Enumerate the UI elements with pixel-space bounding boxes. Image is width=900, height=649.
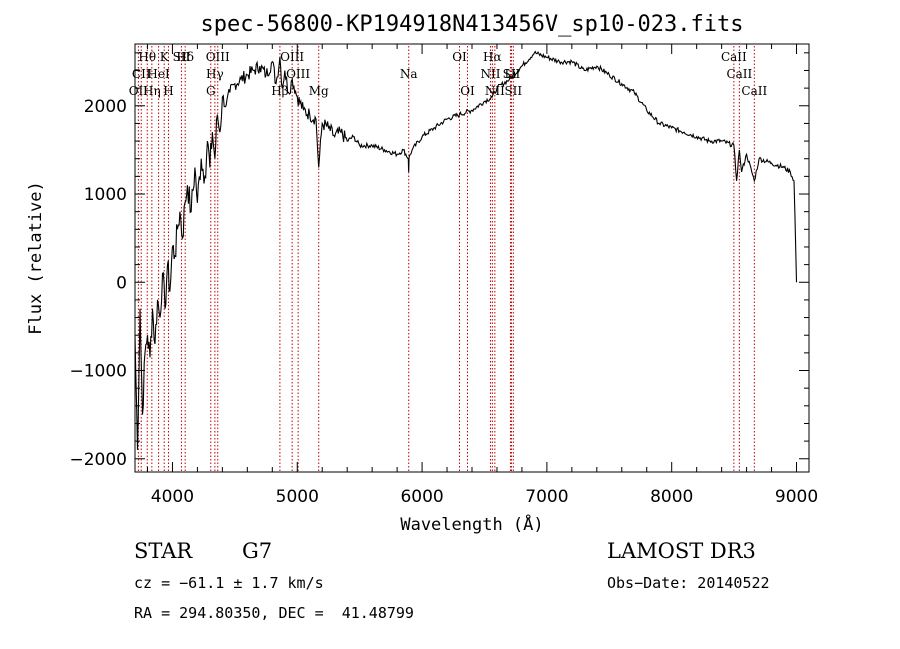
object-subclass: G7 [242,539,273,563]
line-label: Hη [143,84,161,98]
redshift-cz: cz = −61.1 ± 1.7 km/s [134,574,324,592]
line-label: SII [173,50,191,64]
line-label: H [163,84,173,98]
y-tick-label: −2000 [69,450,127,470]
observation-date: Obs−Date: 20140522 [607,574,770,592]
line-label: Hβ [271,84,288,98]
line-label: Hδ [176,50,194,64]
line-label: NII [480,67,500,81]
y-tick-label: 1000 [84,185,127,205]
line-label: SII [503,67,521,81]
spectrum-line [134,50,798,450]
y-tick-label: 0 [116,273,127,293]
x-tick-label: 9000 [775,487,818,507]
x-tick-label: 5000 [276,487,319,507]
line-label: CaII [721,50,747,64]
y-tick-label: −1000 [69,362,127,382]
line-label: Hα [483,50,502,64]
line-label: CII [132,67,151,81]
y-tick-label: 2000 [84,97,127,117]
line-label: NII [485,84,505,98]
x-axis-label: Wavelength (Å) [400,513,543,535]
x-tick-label: 7000 [525,487,568,507]
x-tick-label: 6000 [400,487,443,507]
line-label: OI [452,50,467,64]
line-label: Na [400,67,418,81]
line-label: Hθ [138,50,156,64]
line-label: K [160,50,170,64]
axis-ticks: 4000 5000 6000 7000 8000 9000 −2000 −1000 0 1000 2… [69,44,818,507]
line-label: Mg [309,84,329,98]
object-class: STAR [134,539,193,563]
y-axis-label: Flux (relative) [26,181,46,335]
coordinates: RA = 294.80350, DEC = 41.48799 [134,604,414,622]
spectral-line-markers [137,46,755,471]
x-tick-label: 4000 [151,487,194,507]
line-label: Hγ [206,67,224,81]
line-label: CaII [741,84,767,98]
line-label: Li [505,67,517,81]
survey-label: LAMOST DR3 [607,539,756,563]
line-label: OIII [206,50,230,64]
line-label: CaII [726,67,752,81]
line-label: OIII [280,50,304,64]
line-label: SII [504,84,522,98]
chart-title: spec-56800-KP194918N413456V_sp10-023.fit… [200,12,743,37]
line-label: OIII [286,67,310,81]
line-label: OII [129,84,149,98]
line-label: HeI [147,67,170,81]
x-tick-label: 8000 [650,487,693,507]
plot-frame [134,43,810,473]
line-label: G [206,84,216,98]
line-label: OI [460,84,475,98]
